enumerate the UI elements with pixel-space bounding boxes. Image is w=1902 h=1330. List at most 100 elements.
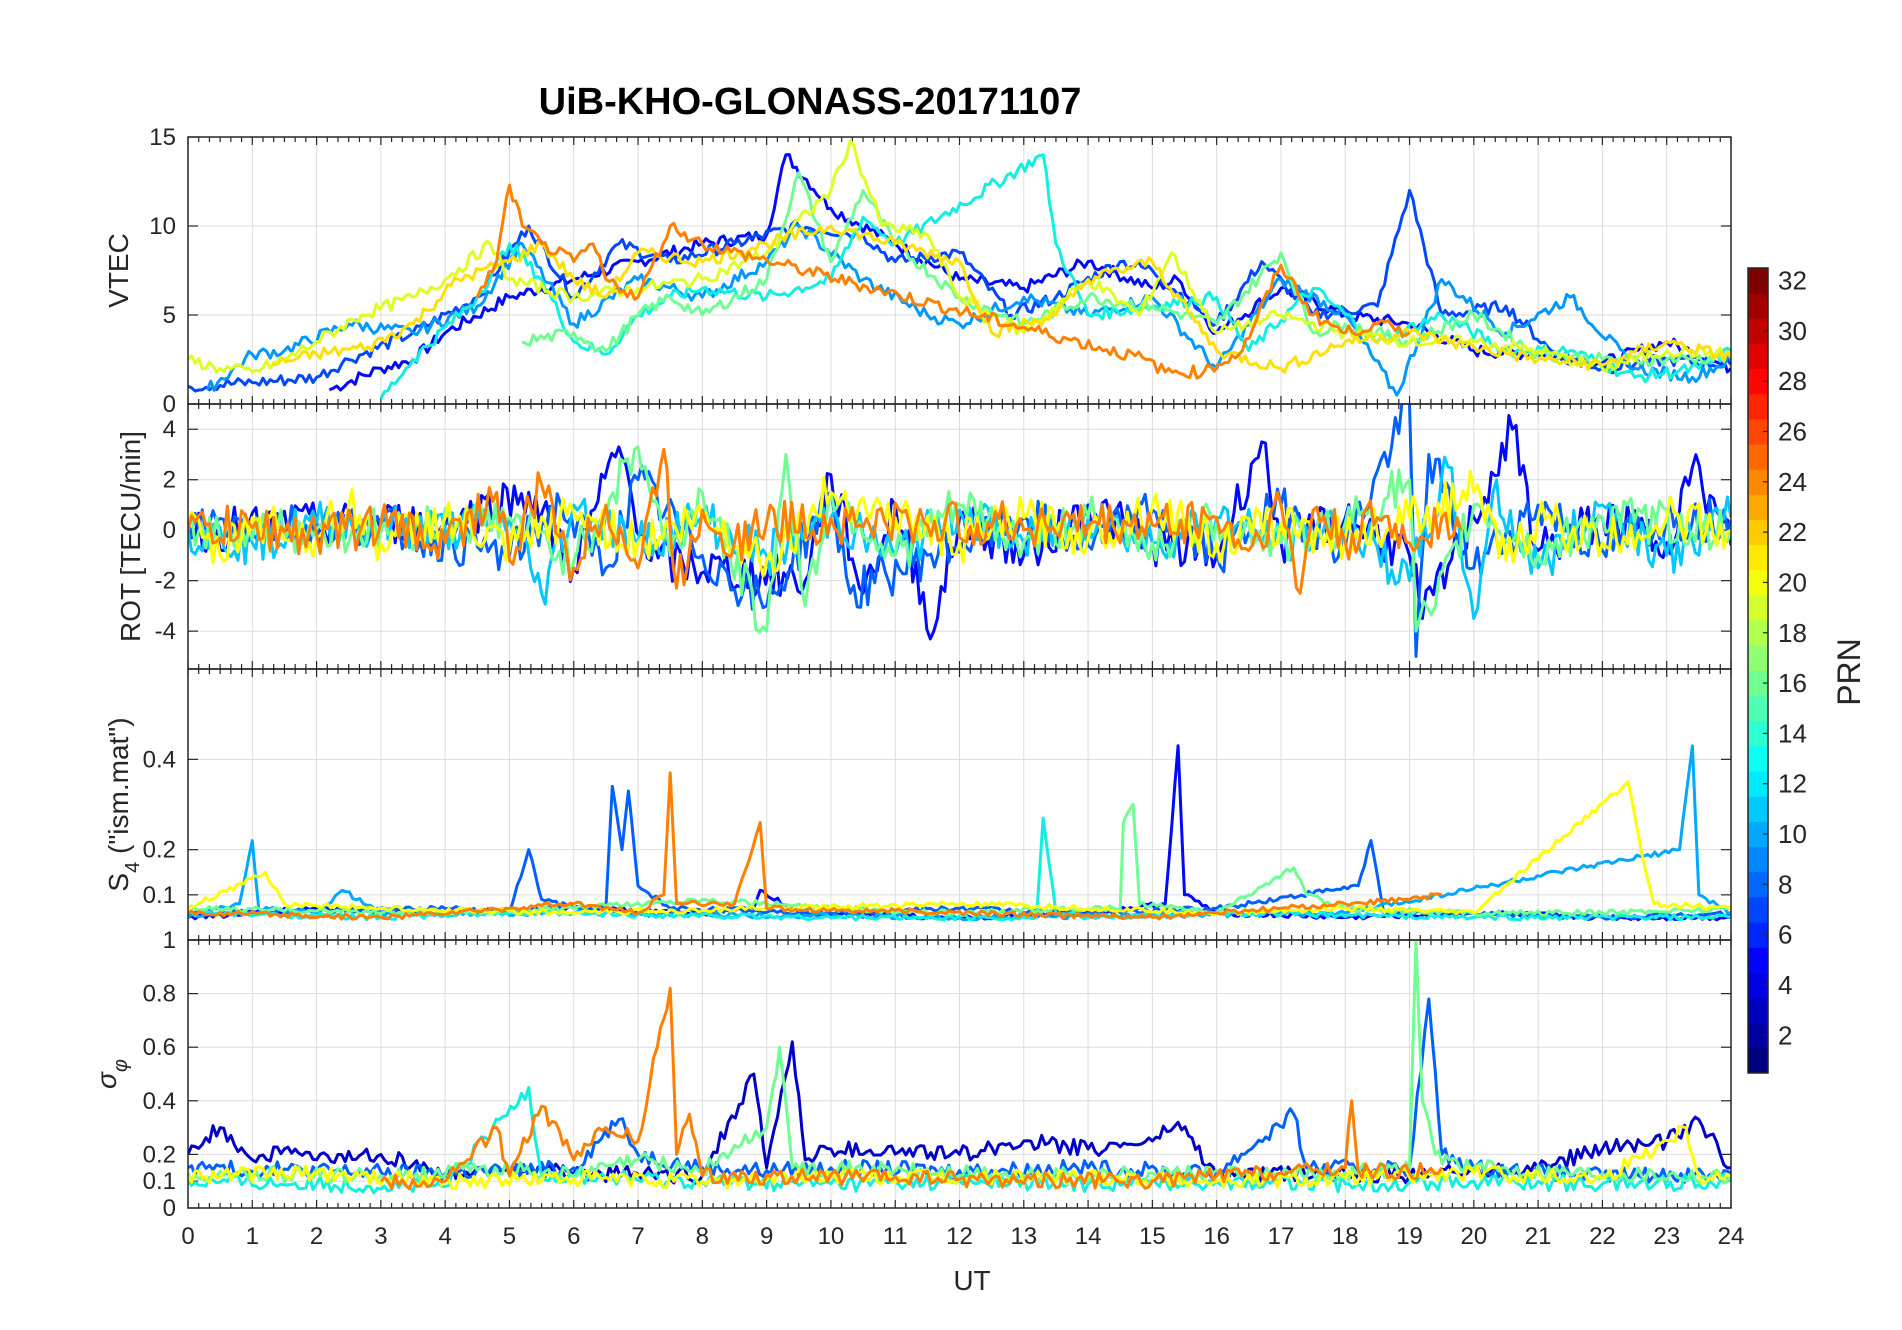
y-tick-label: 2 (163, 467, 176, 494)
colorbar-segment (1748, 368, 1768, 395)
x-tick-label: 10 (818, 1223, 845, 1250)
colorbar-segment (1748, 922, 1768, 948)
y-tick-label: 10 (149, 213, 176, 240)
x-tick-label: 17 (1268, 1223, 1295, 1250)
series-group (188, 139, 1731, 400)
x-tick-label: 6 (567, 1223, 580, 1250)
y-tick-label: 0.4 (143, 1088, 176, 1115)
colorbar-segment (1748, 972, 1768, 999)
colorbar-tick-label: 32 (1778, 266, 1807, 296)
series-prn-24 (188, 447, 1463, 595)
y-axis-label: VTEC (103, 233, 134, 308)
colorbar-tick-label: 2 (1778, 1020, 1792, 1050)
y-axis-label: ROT [TECU/min] (115, 431, 146, 642)
colorbar-tick-label: 20 (1778, 567, 1807, 597)
colorbar-segment (1748, 268, 1768, 294)
x-tick-label: 22 (1589, 1223, 1616, 1250)
colorbar-tick-label: 16 (1778, 668, 1807, 698)
x-tick-label: 4 (438, 1223, 451, 1250)
series-prn-11 (188, 455, 1731, 620)
series-prn-20 (188, 469, 1731, 578)
x-tick-label: 11 (883, 1223, 908, 1250)
x-tick-label: 5 (503, 1223, 516, 1250)
colorbar-segment (1748, 947, 1768, 973)
panel-sigma-phi: 00.10.2 0.4 0.6 0.8 1 σφ (91, 927, 1732, 1222)
colorbar-segment (1748, 418, 1768, 445)
series-prn-16 (188, 445, 1731, 634)
colorbar-segment (1748, 393, 1768, 420)
colorbar-segment (1748, 343, 1768, 370)
y-axis-label: S4 ("ism.mat") (103, 717, 144, 891)
y-tick-label: -4 (155, 618, 176, 645)
x-tick-label: 14 (1075, 1223, 1102, 1250)
x-tick-label: 24 (1718, 1223, 1745, 1250)
colorbar-tick-label: 28 (1778, 366, 1807, 396)
x-tick-label: 21 (1525, 1223, 1552, 1250)
series-prn-21 (271, 224, 1731, 374)
colorbar-tick-label: 18 (1778, 618, 1807, 648)
y-tick-label: 0 (163, 391, 176, 418)
colorbar-tick-label: 8 (1778, 869, 1792, 899)
y-tick-label: 5 (163, 302, 176, 329)
colorbar-segment (1748, 997, 1768, 1024)
y-tick-label: 0.2 (143, 1141, 176, 1168)
colorbar-tick-label: 12 (1778, 769, 1807, 799)
x-tick-label: 15 (1139, 1223, 1166, 1250)
x-tick-label: 7 (631, 1223, 644, 1250)
y-tick-label: -2 (155, 568, 176, 595)
colorbar-tick-label: 26 (1778, 417, 1807, 447)
colorbar-segment (1748, 444, 1768, 470)
series-prn-20 (188, 780, 1731, 917)
x-tick-label: 8 (696, 1223, 709, 1250)
series-prn-24 (379, 986, 1443, 1191)
colorbar-segment (1748, 1022, 1768, 1049)
colorbar-segment (1748, 494, 1768, 521)
colorbar-segment (1748, 645, 1768, 671)
series-group (188, 744, 1731, 922)
chart-title: UiB-KHO-GLONASS-20171107 (539, 81, 1082, 123)
colorbar-segment (1748, 871, 1768, 898)
y-tick-label: 0.1 (143, 882, 176, 909)
x-axis-label: UT (953, 1265, 990, 1296)
panel-rot: -4 -2 0 2 4 ROT [TECU/min] (115, 403, 1732, 670)
colorbar-segment (1748, 670, 1768, 697)
colorbar-segment (1748, 595, 1768, 621)
colorbar-segment (1748, 821, 1768, 848)
x-tick-label: 18 (1332, 1223, 1359, 1250)
colorbar-segment (1748, 293, 1768, 319)
colorbar-frame (1747, 267, 1769, 1074)
colorbar-segment (1748, 1047, 1768, 1074)
y-tick-label: 4 (163, 416, 176, 443)
series-prn-16 (188, 940, 1731, 1185)
y-tick-label: 0.8 (143, 981, 176, 1008)
series-group (188, 940, 1731, 1195)
y-tick-label: 0 (163, 1195, 176, 1222)
x-tick-label: 1 (246, 1223, 259, 1250)
y-tick-label: 0.2 (143, 837, 176, 864)
x-tick-label: 2 (310, 1223, 323, 1250)
y-tick-label: 1 (163, 927, 176, 954)
colorbar-label: PRN (1831, 638, 1867, 706)
colorbar-segment (1748, 695, 1768, 722)
y-tick-label: 0 (163, 517, 176, 544)
series-prn-13 (188, 1085, 1731, 1195)
colorbar-segment (1748, 544, 1768, 571)
y-tick-label: 0.4 (143, 746, 176, 773)
colorbar-tick-label: 6 (1778, 920, 1792, 950)
colorbar-segment (1748, 846, 1768, 873)
colorbar-segment (1748, 569, 1768, 596)
colorbar-segment (1748, 318, 1768, 344)
x-tick-label: 9 (760, 1223, 773, 1250)
series-prn-24 (475, 183, 1411, 380)
y-tick-label: 15 (149, 124, 176, 151)
colorbar-segment (1748, 796, 1768, 822)
x-tick-label: 19 (1396, 1223, 1423, 1250)
series-prn-13 (379, 153, 1731, 400)
colorbar-tick-label: 24 (1778, 467, 1807, 497)
colorbar-segment (1748, 519, 1768, 546)
x-axis: 0 1 2 3 4 5 6 7 8 9 10 11 12 13 14 15 16 17 18 19 20 21 22 23 24 (181, 1223, 1744, 1250)
colorbar-segment (1748, 720, 1768, 747)
x-tick-label: 20 (1460, 1223, 1487, 1250)
series-prn-24 (188, 771, 1443, 921)
